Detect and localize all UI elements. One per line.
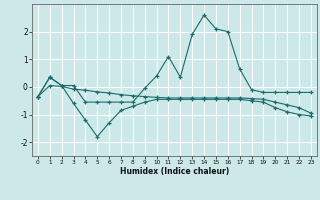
X-axis label: Humidex (Indice chaleur): Humidex (Indice chaleur) (120, 167, 229, 176)
